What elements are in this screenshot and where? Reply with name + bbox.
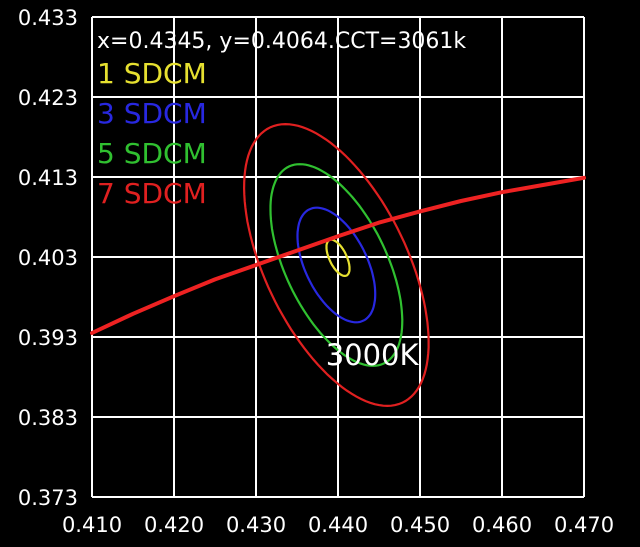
cct-annotation: 3000K: [326, 338, 420, 372]
planckian-locus: [90, 175, 586, 335]
sdcm-ellipse-1: [325, 238, 351, 277]
sdcm-ellipse-2: [296, 206, 377, 324]
x-axis-tick-labels: 0.410 0.420 0.430 0.440 0.450 0.460 0.470: [62, 513, 614, 537]
coordinate-readout: x=0.4345, y=0.4064.CCT=3061k: [97, 29, 466, 54]
y-tick-label: 0.373: [18, 486, 78, 510]
x-tick-label: 0.420: [144, 513, 204, 537]
x-tick-label: 0.440: [308, 513, 368, 537]
x-tick-label: 0.450: [390, 513, 450, 537]
y-tick-label: 0.403: [18, 246, 78, 270]
sdcm-ellipses: [242, 122, 430, 408]
y-tick-label: 0.393: [18, 326, 78, 350]
grid-lines: [91, 16, 585, 498]
y-tick-label: 0.413: [18, 166, 78, 190]
legend-entry: 1 SDCM: [97, 57, 207, 90]
x-tick-label: 0.460: [472, 513, 532, 537]
legend-entry: 3 SDCM: [97, 97, 207, 130]
y-axis-tick-labels: 0.433 0.423 0.413 0.403 0.393 0.383 0.373: [18, 6, 78, 510]
y-tick-label: 0.423: [18, 86, 78, 110]
y-tick-label: 0.383: [18, 406, 78, 430]
x-tick-label: 0.430: [226, 513, 286, 537]
legend-entry: 5 SDCM: [97, 137, 207, 170]
locus-line-0: [90, 175, 586, 335]
x-tick-label: 0.470: [554, 513, 614, 537]
legend-entry: 7 SDCM: [97, 177, 207, 210]
y-tick-label: 0.433: [18, 6, 78, 30]
legend: 1 SDCM 3 SDCM 5 SDCM 7 SDCM: [97, 57, 207, 210]
sdcm-ellipse-3: [269, 163, 404, 367]
x-tick-label: 0.410: [62, 513, 122, 537]
sdcm-ellipse-4: [242, 122, 430, 408]
